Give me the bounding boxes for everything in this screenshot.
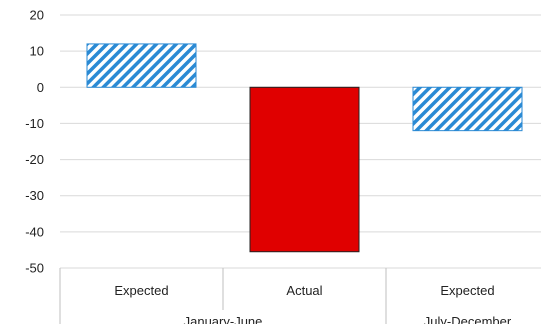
y-tick-label: 20 [30,8,44,23]
x-category-label: Actual [286,283,322,298]
bar-1 [86,43,197,88]
y-tick-label: -10 [25,116,44,131]
bar-2 [249,86,360,253]
bars [86,43,523,253]
x-group-label: July-December [424,314,512,324]
x-group-label: January-June [184,314,263,324]
x-axis: Expected Actual Expected January-June July-D… [59,268,512,329]
y-tick-label: 0 [37,80,44,95]
x-category-label: Expected [440,283,494,298]
y-tick-label: -30 [25,188,44,203]
y-tick-labels: 20 10 0 -10 -20 -30 -40 -50 [25,8,44,276]
y-tick-label: -40 [25,224,44,239]
y-tick-label: -20 [25,152,44,167]
bar-3 [412,86,523,132]
x-category-label: Expected [114,283,168,298]
y-tick-label: 10 [30,44,44,59]
y-tick-label: -50 [25,261,44,276]
